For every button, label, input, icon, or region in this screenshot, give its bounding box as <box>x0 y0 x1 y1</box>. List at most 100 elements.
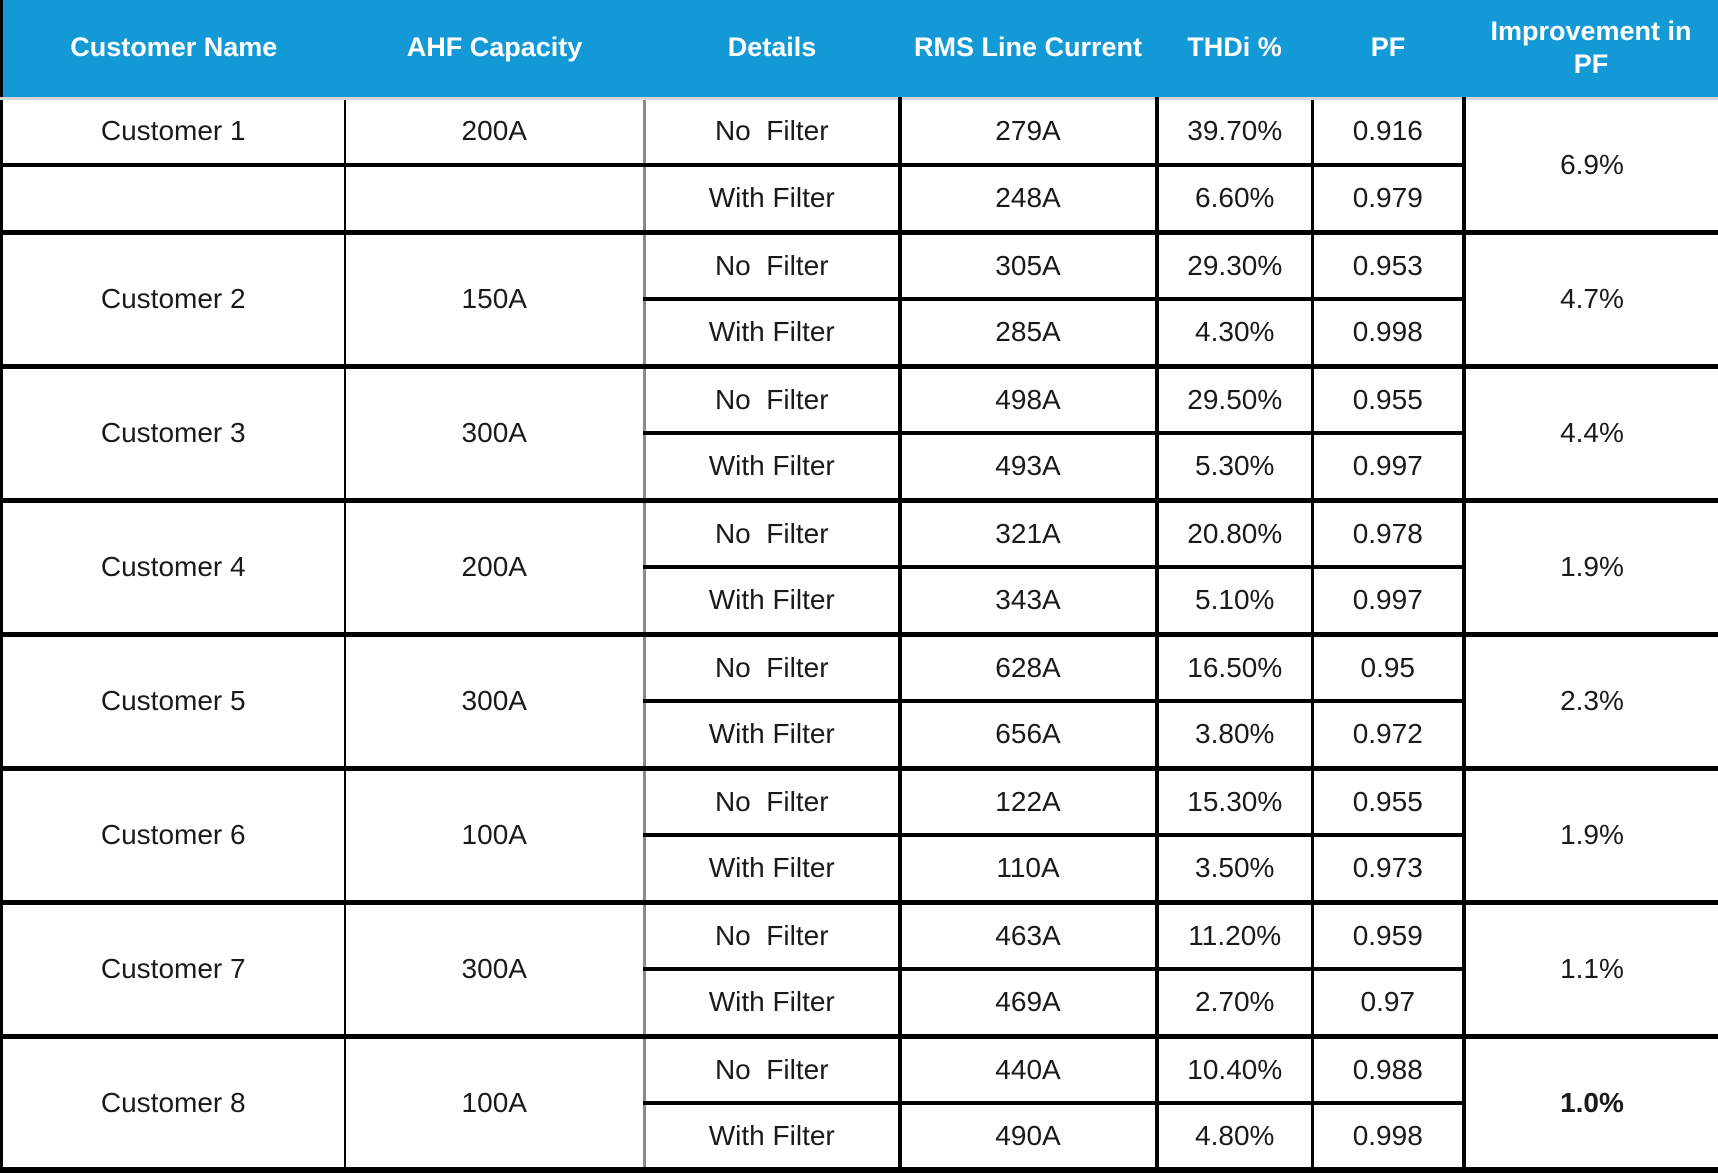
cell-rms-line-current: 285A <box>899 299 1159 369</box>
cell-details: With Filter <box>644 969 902 1039</box>
cell-thdi: 39.70% <box>1156 98 1314 167</box>
cell-improvement-in-pf: 1.9% <box>1463 768 1718 905</box>
cell-customer-name: Customer 2 <box>1 232 346 369</box>
cell-thdi: 16.50% <box>1156 634 1314 703</box>
cell-rms-line-current: 469A <box>899 969 1159 1039</box>
cell-rms-line-current: 656A <box>899 701 1159 771</box>
cell-rms-line-current: 279A <box>899 98 1159 167</box>
cell-thdi: 2.70% <box>1156 969 1314 1039</box>
cell-customer-name: Customer 8 <box>1 1036 346 1173</box>
cell-pf: 0.955 <box>1312 768 1466 837</box>
table-row: Customer 3 300A No Filter 498A 29.50% 0.… <box>1 366 1718 503</box>
cell-details: With Filter <box>644 1103 902 1173</box>
cell-pf: 0.97 <box>1312 969 1466 1039</box>
cell-rms-line-current: 122A <box>899 768 1159 837</box>
table-row: With Filter 343A 5.10% 0.997 <box>2 567 1718 637</box>
cell-thdi: 4.80% <box>1156 1103 1314 1173</box>
cell-thdi: 29.50% <box>1156 366 1314 435</box>
cell-improvement-in-pf: 4.4% <box>1463 366 1718 503</box>
column-header-pf: PF <box>1312 0 1464 100</box>
table-row: With Filter 248A 6.60% 0.979 <box>1 165 1718 235</box>
table-header: Customer Name AHF Capacity Details RMS L… <box>1 0 1718 100</box>
header-row: Customer Name AHF Capacity Details RMS L… <box>1 0 1718 100</box>
cell-thdi: 6.60% <box>1156 165 1314 235</box>
cell-thdi: 20.80% <box>1156 500 1314 569</box>
cell-customer-name: Customer 4 <box>1 500 346 637</box>
cell-pf: 0.998 <box>1312 1103 1466 1173</box>
cell-pf: 0.959 <box>1312 902 1466 971</box>
table-row: With Filter 285A 4.30% 0.998 <box>2 299 1718 369</box>
cell-rms-line-current: 490A <box>899 1103 1159 1173</box>
cell-details: No Filter <box>644 500 902 569</box>
cell-rms-line-current: 343A <box>899 567 1159 637</box>
cell-thdi: 11.20% <box>1156 902 1314 971</box>
cell-customer-name-empty <box>1 165 346 235</box>
cell-pf: 0.955 <box>1312 366 1466 435</box>
cell-details: No Filter <box>644 232 902 301</box>
cell-pf: 0.95 <box>1312 634 1466 703</box>
cell-ahf-capacity: 200A <box>344 98 646 167</box>
cell-thdi: 5.10% <box>1156 567 1314 637</box>
cell-details: With Filter <box>644 299 902 369</box>
cell-customer-name: Customer 1 <box>1 98 346 167</box>
cell-details: With Filter <box>644 835 902 905</box>
cell-improvement-in-pf: 1.1% <box>1463 902 1718 1039</box>
cell-details: No Filter <box>644 98 902 167</box>
cell-customer-name: Customer 3 <box>1 366 346 503</box>
cell-thdi: 15.30% <box>1156 768 1314 837</box>
cell-ahf-capacity: 100A <box>344 768 646 905</box>
table-row: With Filter 493A 5.30% 0.997 <box>2 433 1718 503</box>
cell-improvement-in-pf: 6.9% <box>1463 98 1718 235</box>
cell-thdi: 4.30% <box>1156 299 1314 369</box>
cell-customer-name: Customer 5 <box>1 634 346 771</box>
table-row: Customer 4 200A No Filter 321A 20.80% 0.… <box>1 500 1718 637</box>
cell-improvement-in-pf: 1.9% <box>1463 500 1718 637</box>
table-row: Customer 8 100A No Filter 440A 10.40% 0.… <box>1 1036 1718 1173</box>
cell-pf: 0.998 <box>1312 299 1466 369</box>
table-row: Customer 5 300A No Filter 628A 16.50% 0.… <box>1 634 1718 771</box>
cell-pf: 0.997 <box>1312 433 1466 503</box>
cell-ahf-capacity: 300A <box>344 634 646 771</box>
cell-rms-line-current: 321A <box>899 500 1159 569</box>
column-header-thdi: THDi % <box>1156 0 1313 100</box>
column-header-rms-line-current: RMS Line Current <box>899 0 1157 100</box>
cell-details: With Filter <box>644 701 902 771</box>
cell-details: No Filter <box>644 902 902 971</box>
cell-details: With Filter <box>644 165 902 235</box>
cell-improvement-in-pf: 1.0% <box>1463 1036 1718 1173</box>
cell-ahf-capacity: 200A <box>344 500 646 637</box>
cell-details: With Filter <box>644 567 902 637</box>
table-row: Customer 1 200A No Filter 279A 39.70% 0.… <box>1 98 1718 235</box>
table-row: With Filter 656A 3.80% 0.972 <box>2 701 1718 771</box>
cell-pf: 0.978 <box>1312 500 1466 569</box>
cell-ahf-capacity: 150A <box>344 232 646 369</box>
cell-rms-line-current: 463A <box>899 902 1159 971</box>
column-header-customer-name: Customer Name <box>1 0 345 100</box>
cell-pf: 0.972 <box>1312 701 1466 771</box>
table-row: With Filter 110A 3.50% 0.973 <box>2 835 1718 905</box>
cell-thdi: 3.80% <box>1156 701 1314 771</box>
cell-rms-line-current: 498A <box>899 366 1159 435</box>
cell-ahf-capacity: 300A <box>344 902 646 1039</box>
cell-rms-line-current: 440A <box>899 1036 1159 1105</box>
cell-rms-line-current: 305A <box>899 232 1159 301</box>
cell-details: No Filter <box>644 768 902 837</box>
cell-rms-line-current: 493A <box>899 433 1159 503</box>
table-row: Customer 7 300A No Filter 463A 11.20% 0.… <box>1 902 1718 1039</box>
cell-ahf-capacity-empty <box>344 165 646 235</box>
cell-customer-name: Customer 7 <box>1 902 346 1039</box>
cell-rms-line-current: 248A <box>899 165 1159 235</box>
cell-ahf-capacity: 300A <box>344 366 646 503</box>
cell-thdi: 3.50% <box>1156 835 1314 905</box>
table-row: Customer 2 150A No Filter 305A 29.30% 0.… <box>1 232 1718 369</box>
cell-pf: 0.979 <box>1312 165 1466 235</box>
cell-details: No Filter <box>644 1036 902 1105</box>
cell-pf: 0.916 <box>1312 98 1466 167</box>
column-header-improvement-in-pf: Improvement in PF <box>1463 0 1718 100</box>
cell-pf: 0.973 <box>1312 835 1466 905</box>
cell-thdi: 5.30% <box>1156 433 1314 503</box>
cell-improvement-in-pf: 2.3% <box>1463 634 1718 771</box>
cell-details: With Filter <box>644 433 902 503</box>
